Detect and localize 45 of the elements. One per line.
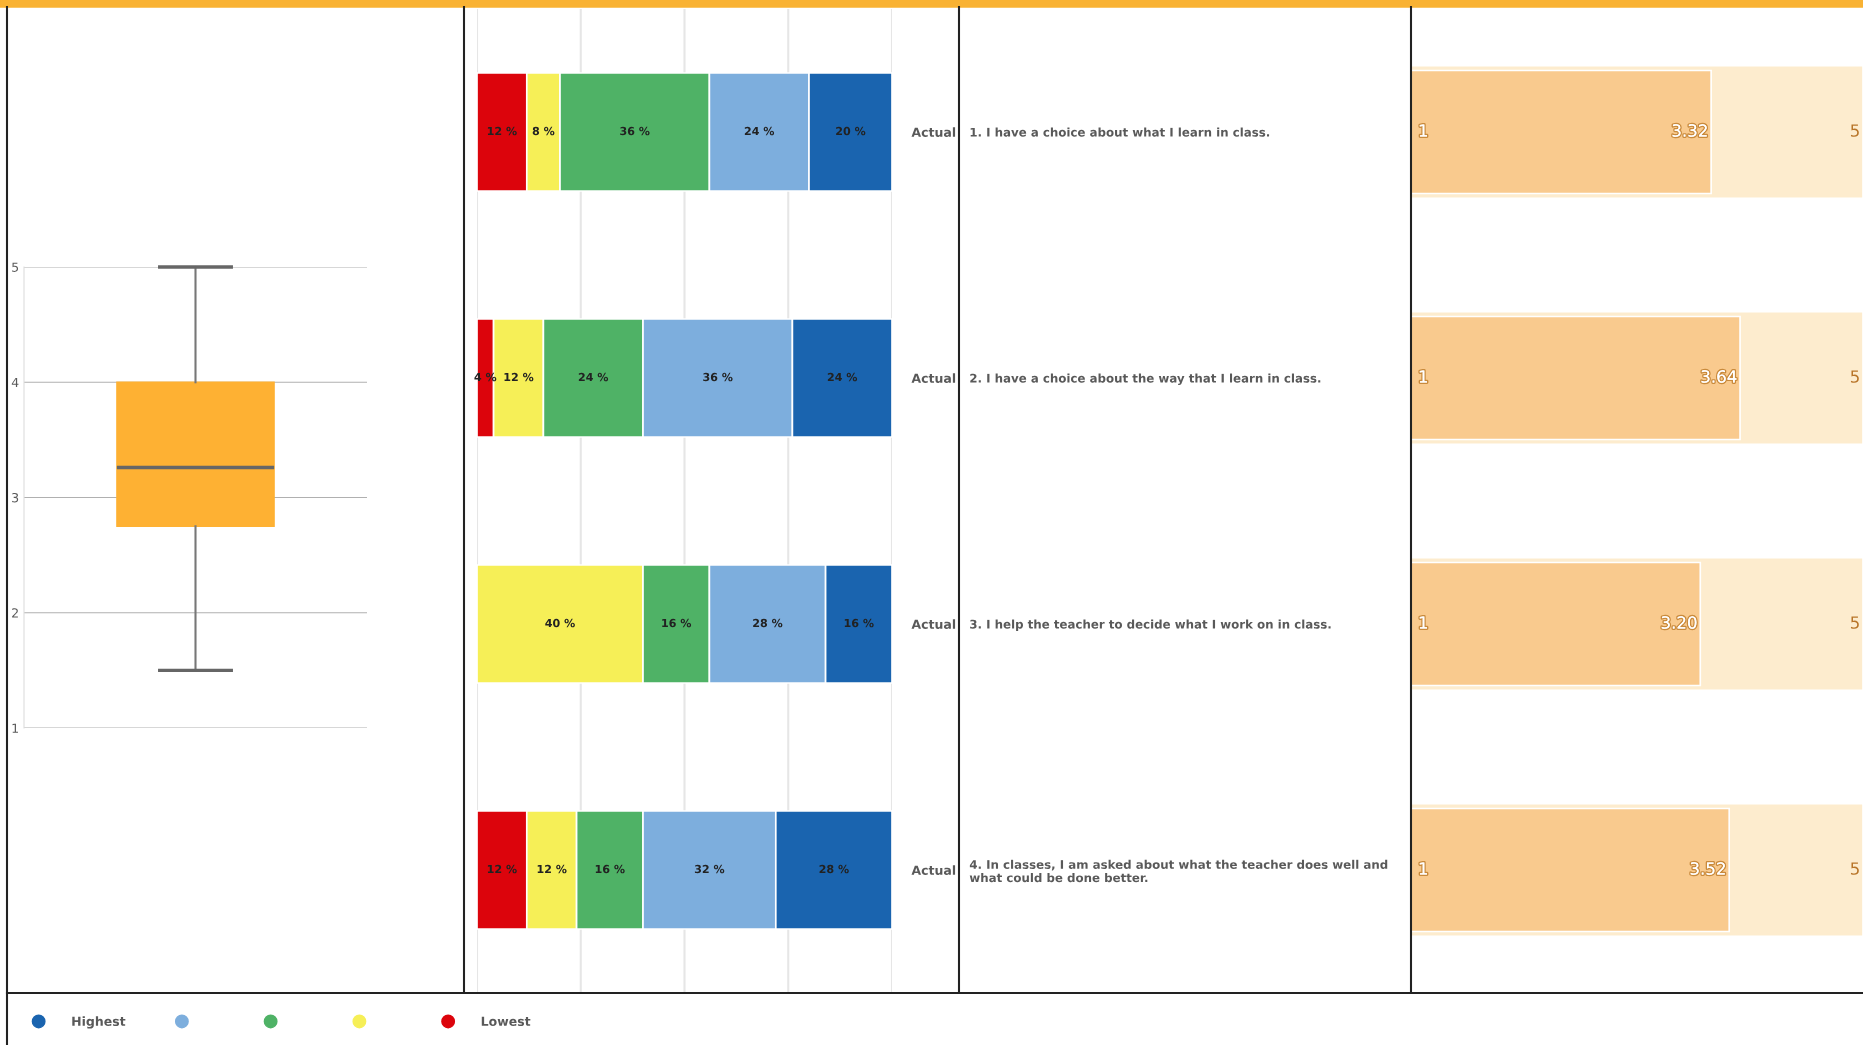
- data-label: 8 %: [532, 126, 555, 136]
- y-tick-label: 5: [12, 262, 19, 272]
- y-tick-label: 4: [11, 377, 19, 387]
- data-label: 5: [1850, 124, 1859, 137]
- data-label: 12 %: [537, 864, 567, 874]
- data-label: 3.64: [1701, 370, 1737, 383]
- data-label: 20 %: [836, 126, 866, 136]
- data-label: 3.32: [1672, 124, 1707, 137]
- data-label: 12 %: [504, 372, 534, 382]
- data-label: 24 %: [827, 372, 858, 382]
- y-tick-label: 1. I have a choice about what I learn in class.: [970, 127, 1270, 137]
- legend-label: Lowest: [481, 1016, 531, 1027]
- y-tick-label: 1: [12, 723, 18, 733]
- data-label: 5: [1850, 370, 1859, 383]
- data-label: 3.20: [1661, 616, 1697, 629]
- data-label: 24 %: [744, 126, 775, 136]
- data-label: 40 %: [545, 618, 575, 628]
- y-tick-label: Actual: [911, 373, 956, 383]
- data-label: 12 %: [487, 864, 517, 874]
- data-label: 5: [1850, 862, 1859, 875]
- data-label: 5: [1850, 616, 1859, 629]
- data-label: 3.52: [1690, 862, 1725, 875]
- data-label: 36 %: [620, 126, 650, 136]
- data-label: 36 %: [703, 372, 733, 382]
- y-tick-label: Actual: [911, 865, 956, 875]
- data-label: 12 %: [487, 126, 517, 136]
- annotation: 1: [1419, 370, 1428, 383]
- data-label: 16 %: [595, 864, 625, 874]
- y-tick-label: 3: [12, 492, 19, 503]
- data-label: 32 %: [694, 864, 725, 874]
- data-label: 28 %: [819, 864, 849, 874]
- data-label: 28 %: [753, 618, 783, 628]
- data-label: 24 %: [578, 372, 609, 382]
- y-tick-label: Actual: [911, 127, 956, 137]
- y-tick-label: 2: [12, 608, 18, 618]
- y-tick-label: Actual: [911, 619, 956, 629]
- y-tick-label: 3. I help the teacher to decide what I work on in class.: [970, 619, 1331, 631]
- y-tick-label: 2. I have a choice about the way that I learn in class.: [970, 373, 1321, 386]
- annotation: 1: [1419, 616, 1428, 629]
- annotation: 1: [1419, 862, 1428, 875]
- data-label: 16 %: [844, 618, 874, 628]
- data-label: 16 %: [662, 618, 692, 628]
- annotation: 1: [1419, 124, 1428, 137]
- y-tick-label: 4. In classes, I am asked about what the teacher does well and what could be done better.: [969, 859, 1388, 883]
- legend-label: Highest: [72, 1016, 126, 1029]
